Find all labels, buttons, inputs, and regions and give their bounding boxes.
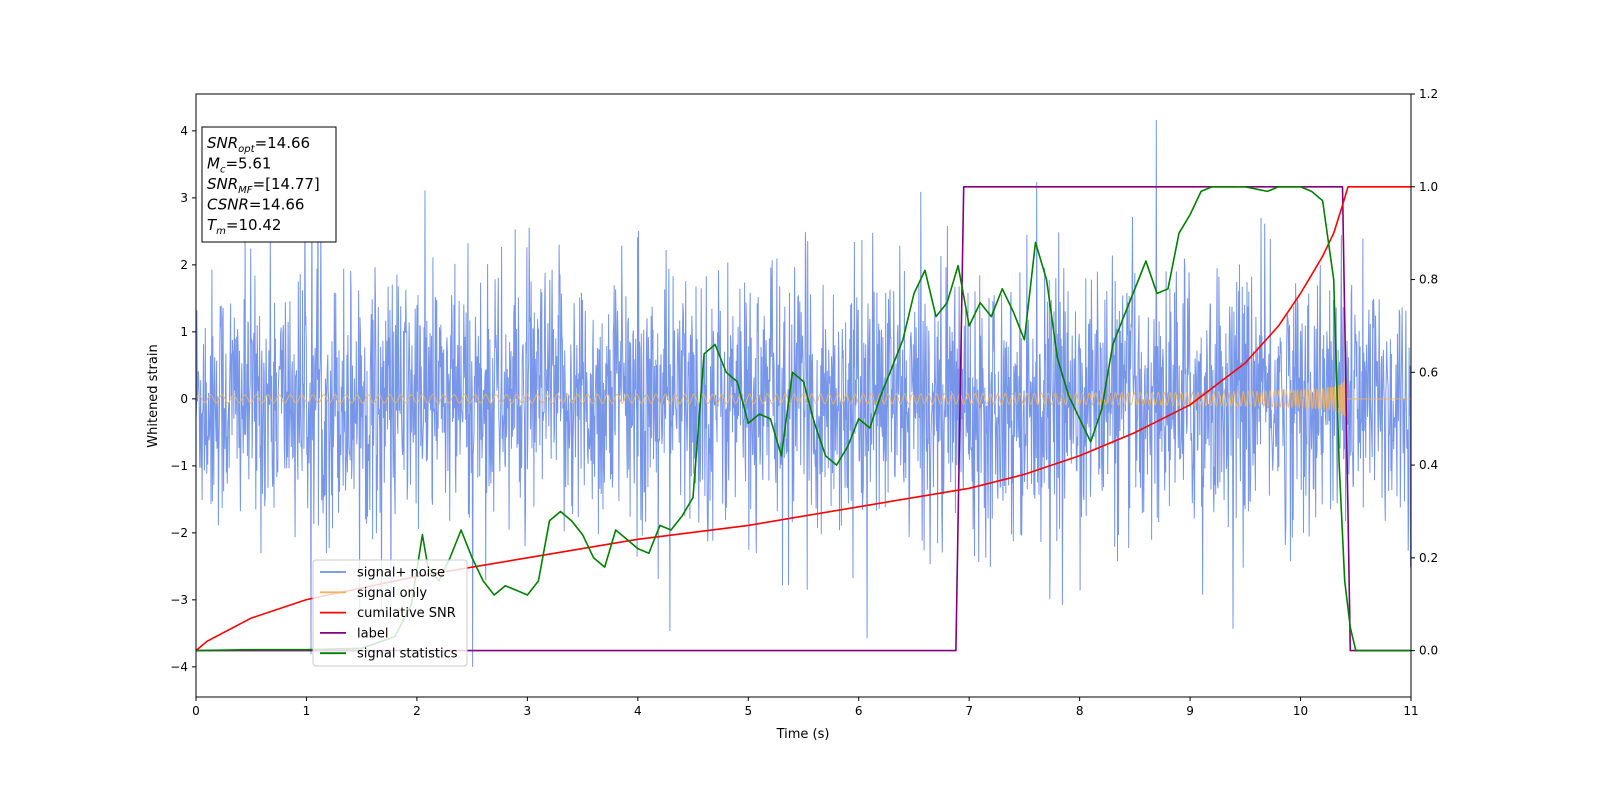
y-tick-label: 3 [180, 191, 188, 205]
y-tick-label: 1 [180, 325, 188, 339]
legend-label-3: label [357, 626, 388, 641]
y-axis-label: Whitened strain [146, 344, 161, 447]
x-tick-label: 3 [524, 704, 532, 718]
x-tick-label: 10 [1293, 704, 1308, 718]
x-tick-label: 9 [1186, 704, 1194, 718]
annotation-line: Tm=10.42 [207, 216, 281, 237]
legend: signal+ noise signal only cumilative SNR la… [312, 559, 468, 667]
y-tick-label: 4 [180, 124, 188, 138]
y-tick-label: −3 [170, 593, 188, 607]
series-line-4 [196, 186, 1411, 652]
y2-tick-label: 0.0 [1419, 644, 1438, 658]
legend-label-0: signal+ noise [357, 566, 445, 581]
x-tick-label: 6 [855, 704, 863, 718]
y2-tick-label: 0.2 [1419, 551, 1438, 565]
y-tick-label: −1 [170, 459, 188, 473]
signal-only-series [196, 379, 1411, 425]
annotation-line: SNRMF=[14.77] [207, 175, 320, 196]
x-tick-label: 5 [744, 704, 752, 718]
x-axis-label: Time (s) [776, 727, 830, 742]
x-tick-label: 8 [1076, 704, 1084, 718]
plot-frame [195, 93, 1412, 698]
x-tick-label: 2 [413, 704, 421, 718]
stats-annotation-box: SNRopt=14.66Mc=5.61SNRMF=[14.77]CSNR=14.… [201, 126, 337, 243]
y2-axis-ticks: 0.0 0.2 0.4 0.6 0.8 1.0 1.2 [1411, 87, 1438, 658]
x-tick-label: 0 [192, 704, 200, 718]
y-tick-label: −2 [170, 526, 188, 540]
y2-tick-label: 1.0 [1419, 180, 1438, 194]
series-line-1 [196, 379, 1411, 425]
legend-label-1: signal only [357, 586, 427, 601]
y-tick-label: −4 [170, 660, 188, 674]
legend-label-4: signal statistics [357, 647, 458, 662]
annotation-line: SNRopt=14.66 [207, 134, 310, 155]
y2-tick-label: 0.6 [1419, 365, 1438, 379]
legend-label-2: cumilative SNR [357, 606, 456, 621]
x-tick-label: 11 [1403, 704, 1418, 718]
annotation-line: Mc=5.61 [207, 155, 271, 176]
x-axis-ticks: 0 1 2 3 4 5 6 7 8 9 10 11 [192, 697, 1419, 718]
y-tick-label: 0 [180, 392, 188, 406]
y-axis-ticks: −4 −3 −2 −1 0 1 2 3 4 [170, 124, 196, 674]
y2-tick-label: 0.4 [1419, 458, 1438, 472]
y2-tick-label: 0.8 [1419, 273, 1438, 287]
y-tick-label: 2 [180, 258, 188, 272]
y2-tick-label: 1.2 [1419, 87, 1438, 101]
x-tick-label: 4 [634, 704, 642, 718]
annotation-line: CSNR=14.66 [207, 196, 304, 214]
x-tick-label: 1 [303, 704, 311, 718]
x-tick-label: 7 [965, 704, 973, 718]
